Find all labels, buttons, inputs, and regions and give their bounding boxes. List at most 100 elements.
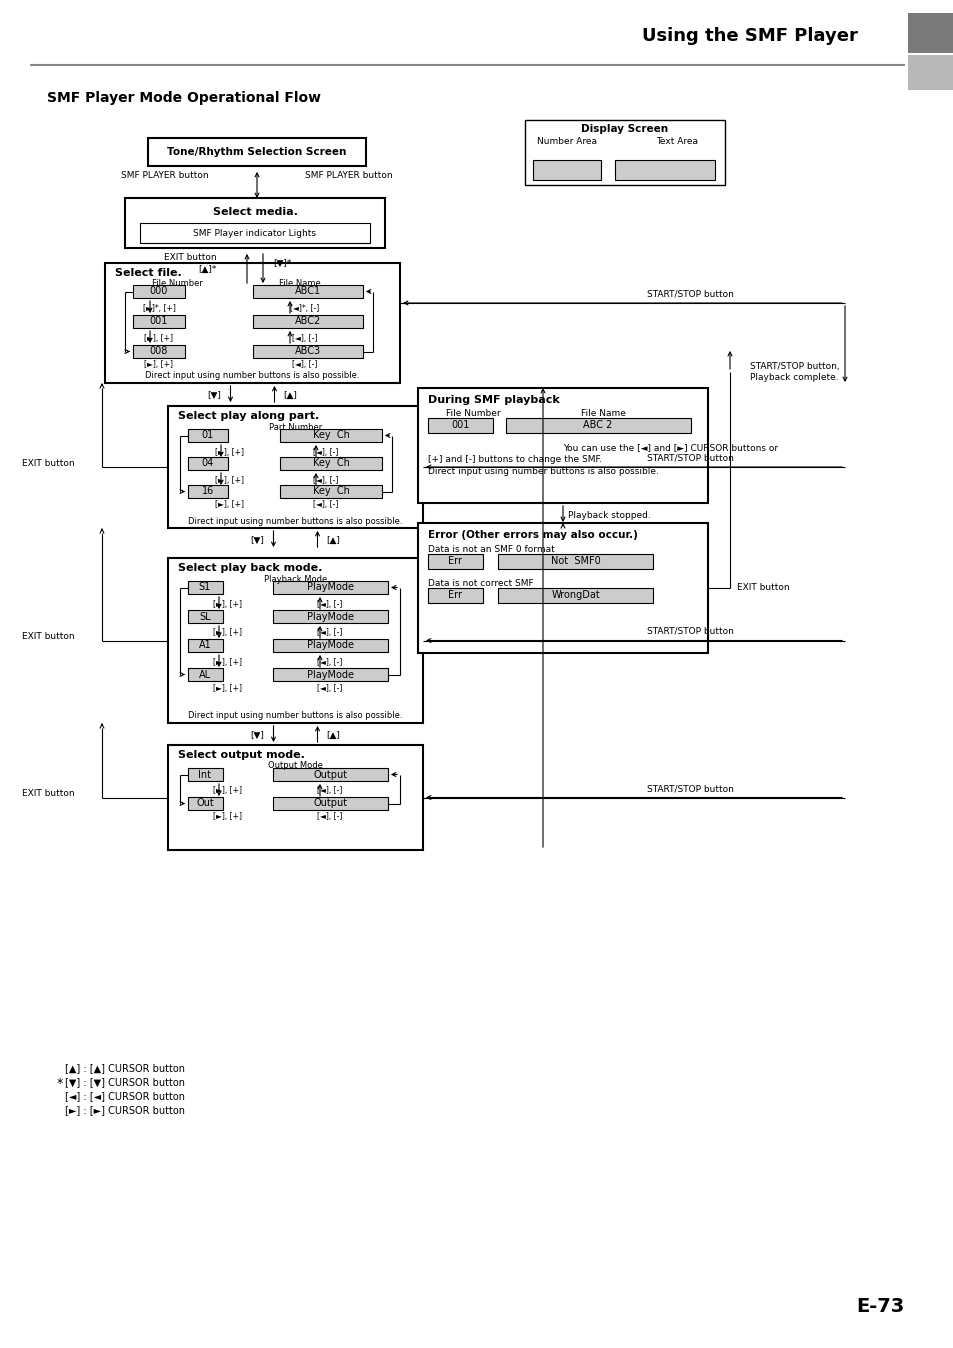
- Text: START/STOP button,: START/STOP button,: [749, 361, 839, 371]
- Bar: [132, 315, 185, 328]
- Text: WrongDat: WrongDat: [551, 590, 599, 600]
- Text: 04: 04: [202, 458, 213, 469]
- Text: Select file.: Select file.: [115, 268, 182, 278]
- Text: EXIT button: EXIT button: [22, 789, 75, 798]
- Bar: [505, 418, 690, 433]
- Bar: [105, 263, 399, 383]
- Text: 001: 001: [452, 421, 470, 430]
- Text: EXIT button: EXIT button: [736, 584, 788, 593]
- Text: Using the SMF Player: Using the SMF Player: [641, 27, 857, 44]
- Bar: [428, 554, 482, 569]
- Text: PlayMode: PlayMode: [307, 670, 355, 679]
- Text: ABC 2: ABC 2: [582, 421, 612, 430]
- Text: [►], [+]: [►], [+]: [213, 628, 242, 638]
- Text: Not  SMF0: Not SMF0: [551, 555, 600, 566]
- Text: [◄], [-]: [◄], [-]: [313, 500, 338, 510]
- Text: A1: A1: [198, 640, 212, 651]
- Text: [▼]: [▼]: [208, 391, 221, 399]
- Text: AL: AL: [199, 670, 211, 679]
- Text: Direct input using number buttons is also possible.: Direct input using number buttons is als…: [145, 372, 359, 380]
- Bar: [140, 222, 370, 243]
- Text: EXIT button: EXIT button: [22, 458, 75, 468]
- Text: START/STOP button: START/STOP button: [646, 627, 733, 636]
- Bar: [533, 160, 600, 181]
- Text: [◄], [-]: [◄], [-]: [313, 448, 338, 457]
- Text: SMF Player Mode Operational Flow: SMF Player Mode Operational Flow: [47, 92, 320, 105]
- Text: S1: S1: [198, 582, 211, 593]
- Bar: [253, 315, 363, 328]
- Text: During SMF playback: During SMF playback: [428, 395, 559, 404]
- Text: Playback stopped.: Playback stopped.: [567, 511, 650, 519]
- Text: Number Area: Number Area: [537, 137, 597, 147]
- Bar: [280, 485, 381, 497]
- Text: PlayMode: PlayMode: [307, 612, 355, 621]
- Bar: [273, 581, 388, 594]
- Text: [►], [+]: [►], [+]: [215, 500, 244, 510]
- Text: [►], [+]: [►], [+]: [144, 333, 173, 342]
- Text: ABC1: ABC1: [294, 287, 321, 297]
- Bar: [168, 406, 422, 528]
- Text: [►], [+]: [►], [+]: [144, 360, 173, 369]
- Bar: [132, 345, 185, 359]
- Text: [▲]: [▲]: [326, 535, 340, 545]
- Text: Playback Mode: Playback Mode: [264, 574, 327, 584]
- Text: E-73: E-73: [856, 1297, 904, 1316]
- Text: Select output mode.: Select output mode.: [178, 749, 305, 760]
- Text: Key  Ch: Key Ch: [313, 487, 349, 496]
- Bar: [417, 523, 707, 652]
- Text: [◄], [-]: [◄], [-]: [317, 813, 342, 821]
- Bar: [273, 797, 388, 810]
- Bar: [907, 55, 953, 90]
- Text: ABC3: ABC3: [294, 346, 321, 356]
- Text: 16: 16: [202, 487, 213, 496]
- Text: [►], [+]: [►], [+]: [213, 683, 242, 693]
- Bar: [188, 768, 223, 780]
- Bar: [497, 588, 652, 603]
- Text: Select play along part.: Select play along part.: [178, 411, 319, 421]
- Text: [►], [+]: [►], [+]: [213, 786, 242, 795]
- Text: SL: SL: [199, 612, 211, 621]
- Text: Part Number: Part Number: [269, 422, 322, 431]
- Text: Key  Ch: Key Ch: [313, 430, 349, 441]
- Text: START/STOP button: START/STOP button: [646, 785, 733, 793]
- Bar: [497, 554, 652, 569]
- Text: [◄], [-]: [◄], [-]: [317, 683, 342, 693]
- Text: [◄], [-]: [◄], [-]: [313, 476, 338, 484]
- Text: Direct input using number buttons is also possible.: Direct input using number buttons is als…: [428, 468, 659, 476]
- Text: EXIT button: EXIT button: [164, 253, 216, 263]
- Text: [►] : [►] CURSOR button: [►] : [►] CURSOR button: [65, 1105, 185, 1115]
- Bar: [132, 284, 185, 298]
- Text: SMF PLAYER button: SMF PLAYER button: [121, 171, 209, 181]
- Text: [▼] : [▼] CURSOR button: [▼] : [▼] CURSOR button: [65, 1077, 185, 1086]
- Bar: [907, 13, 953, 53]
- Text: [◄], [-]: [◄], [-]: [317, 628, 342, 638]
- Text: [◄], [-]: [◄], [-]: [292, 360, 317, 369]
- Text: File Number: File Number: [445, 408, 499, 418]
- Text: [◄], [-]: [◄], [-]: [292, 333, 317, 342]
- Text: 01: 01: [202, 430, 213, 441]
- Bar: [188, 639, 223, 652]
- Text: [◄], [-]: [◄], [-]: [317, 786, 342, 795]
- Bar: [524, 120, 724, 185]
- Text: Data is not an SMF 0 format: Data is not an SMF 0 format: [428, 545, 554, 554]
- Text: [►], [+]: [►], [+]: [213, 813, 242, 821]
- Text: Tone/Rhythm Selection Screen: Tone/Rhythm Selection Screen: [167, 147, 346, 156]
- Bar: [188, 429, 228, 442]
- Text: You can use the [◄] and [►] CURSOR buttons or: You can use the [◄] and [►] CURSOR butto…: [562, 443, 778, 453]
- Text: Display Screen: Display Screen: [580, 124, 668, 133]
- Text: Direct input using number buttons is also possible.: Direct input using number buttons is als…: [188, 712, 402, 720]
- Text: Err: Err: [448, 555, 461, 566]
- Text: Playback complete.: Playback complete.: [749, 373, 838, 383]
- Text: Output: Output: [314, 770, 348, 779]
- Text: Output: Output: [314, 798, 348, 809]
- Text: Err: Err: [448, 590, 461, 600]
- Text: Select media.: Select media.: [213, 208, 297, 217]
- Text: [▲]*: [▲]*: [198, 264, 216, 274]
- Text: Select play back mode.: Select play back mode.: [178, 563, 322, 573]
- Bar: [417, 388, 707, 503]
- Bar: [125, 198, 385, 248]
- Text: File Number: File Number: [152, 279, 202, 288]
- Bar: [428, 418, 493, 433]
- Text: [►]*, [+]: [►]*, [+]: [142, 303, 175, 313]
- Bar: [188, 457, 228, 470]
